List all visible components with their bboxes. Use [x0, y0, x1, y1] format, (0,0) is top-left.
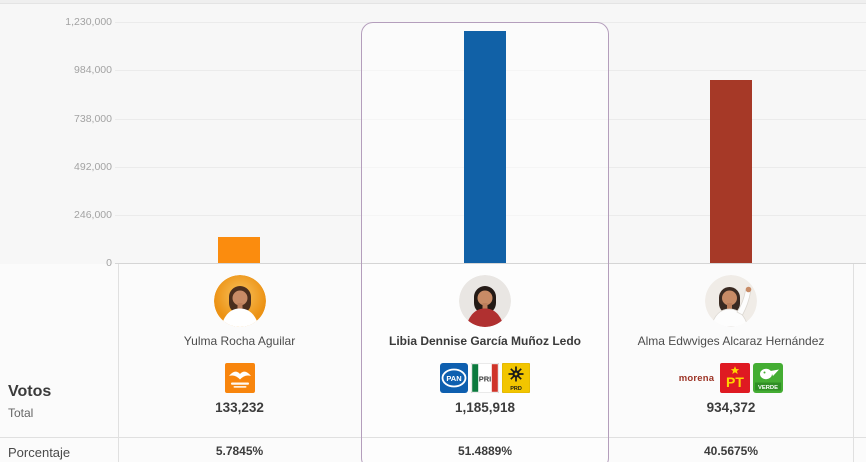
y-axis-tick-label: 492,000 — [74, 161, 112, 173]
svg-text:VERDE: VERDE — [758, 385, 778, 391]
candidate-photo — [705, 275, 757, 327]
candidate-percent: 51.4889% — [457, 444, 513, 458]
vote-bar-yulma-rocha[interactable] — [218, 237, 260, 263]
candidate-percent: 40.5675% — [703, 444, 759, 458]
candidate-column-libia-garcia: Libia Dennise García Muñoz Ledo PAN PRI … — [363, 264, 607, 437]
percent-row-label: Porcentaje — [8, 445, 71, 460]
svg-text:PRI: PRI — [479, 375, 492, 384]
candidate-column-yulma-rocha: Yulma Rocha Aguilar 133,232 — [118, 264, 361, 437]
votes-row-label: Votos — [8, 383, 52, 400]
y-axis-tick-label: 246,000 — [74, 209, 112, 221]
candidate-photo — [459, 275, 511, 327]
votes-row-sublabel: Total — [8, 406, 34, 420]
top-strip — [0, 0, 866, 4]
candidate-votes: 934,372 — [706, 400, 756, 415]
y-axis-tick-label: 1,230,000 — [65, 16, 112, 28]
party-logos — [224, 363, 255, 393]
morena-logo: morena — [678, 372, 715, 384]
row-divider — [0, 437, 866, 438]
pan-logo: PAN — [440, 363, 468, 393]
x-axis-line — [115, 263, 866, 264]
y-axis-tick-label: 0 — [106, 257, 112, 269]
candidate-name: Yulma Rocha Aguilar — [183, 334, 296, 348]
y-axis-tick-label: 984,000 — [74, 64, 112, 76]
candidate-percent: 5.7845% — [215, 444, 264, 458]
party-logos: PAN PRI PRD — [440, 363, 530, 393]
vote-bar-libia-garcia[interactable] — [464, 31, 506, 263]
y-axis-tick-label: 738,000 — [74, 113, 112, 125]
svg-text:PT: PT — [726, 374, 744, 390]
pri-logo: PRI — [471, 363, 499, 393]
table-border-right — [853, 264, 854, 462]
svg-text:PRD: PRD — [510, 386, 522, 392]
prd-logo: PRD — [502, 363, 530, 393]
candidate-column-alma-alcaraz: Alma Edwviges Alcaraz Hernández morena P… — [609, 264, 853, 437]
winner-highlight-box — [361, 22, 609, 462]
candidate-photo — [213, 275, 266, 327]
candidate-votes: 133,232 — [215, 400, 264, 415]
candidate-votes: 1,185,918 — [454, 400, 516, 415]
vote-bar-alma-alcaraz[interactable] — [710, 80, 752, 263]
party-logos: morena PT VERDE — [679, 363, 784, 393]
table-border-left — [118, 264, 119, 462]
svg-text:PAN: PAN — [446, 374, 461, 383]
pt-logo: PT — [720, 363, 751, 393]
candidate-name: Libia Dennise García Muñoz Ledo — [388, 334, 582, 348]
candidate-name: Alma Edwviges Alcaraz Hernández — [637, 334, 825, 348]
verde-logo: VERDE — [753, 363, 784, 393]
movimiento-ciudadano-logo — [224, 363, 255, 393]
